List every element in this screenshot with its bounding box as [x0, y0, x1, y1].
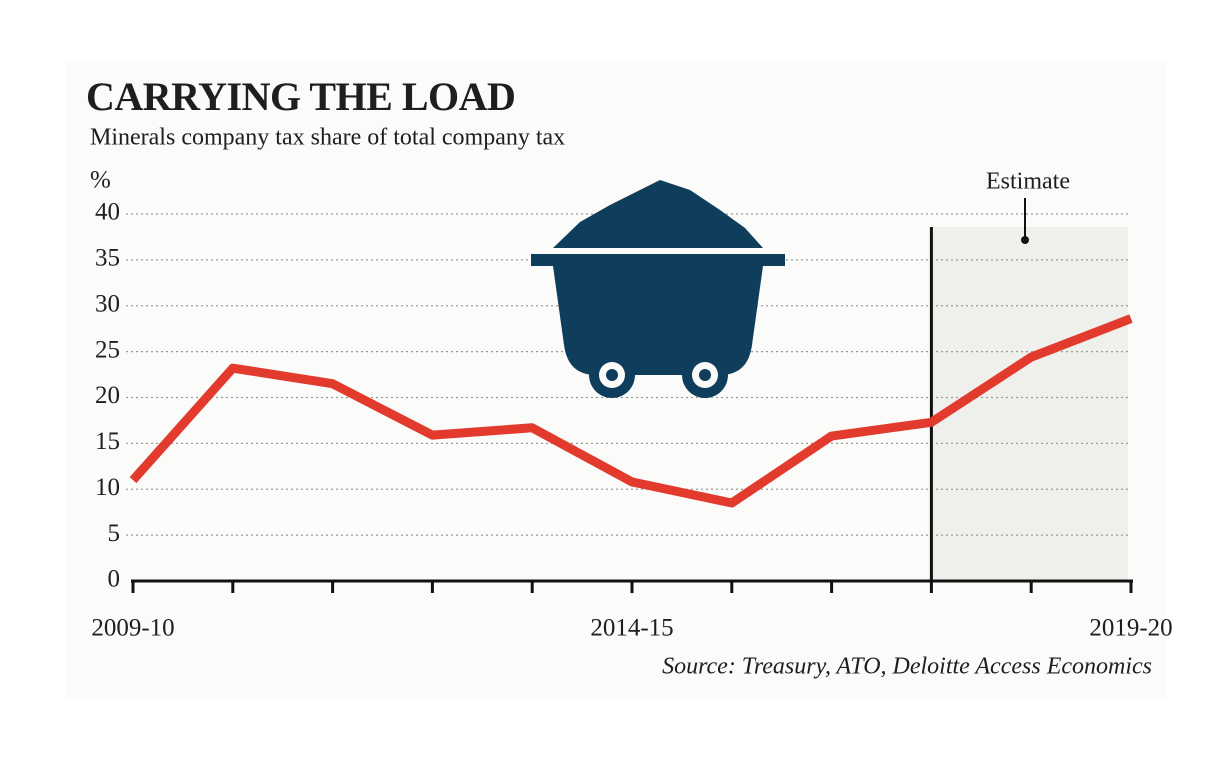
source: Source: Treasury, ATO, Deloitte Access E…: [662, 654, 1152, 680]
estimate-label: Estimate: [986, 169, 1070, 195]
data-line: [129, 314, 1133, 508]
y-tick-label: 20: [95, 382, 120, 409]
cart-rim: [531, 254, 785, 266]
x-tick-label: 2009-10: [91, 615, 174, 642]
mine-cart-icon: [531, 180, 785, 398]
cart-wheel-axle: [699, 369, 711, 381]
y-tick-label: 5: [108, 520, 121, 547]
chart-subtitle: Minerals company tax share of total comp…: [90, 125, 565, 151]
x-tick-label: 2019-20: [1089, 615, 1172, 642]
y-axis-label: %: [90, 167, 111, 194]
y-tick-label: 30: [95, 290, 120, 317]
cart-wheel-axle: [606, 369, 618, 381]
y-tick-label: 15: [95, 428, 120, 455]
cart-load: [553, 180, 763, 248]
chart-title: CARRYING THE LOAD: [86, 74, 515, 119]
y-tick-label: 35: [95, 245, 120, 272]
x-tick-label: 2014-15: [590, 615, 673, 642]
estimate-dot: [1021, 236, 1029, 244]
y-tick-label: 25: [95, 336, 120, 363]
y-tick-label: 40: [95, 199, 120, 226]
y-tick-label: 0: [108, 566, 121, 593]
y-tick-label: 10: [95, 474, 120, 501]
cart-body: [553, 266, 763, 375]
